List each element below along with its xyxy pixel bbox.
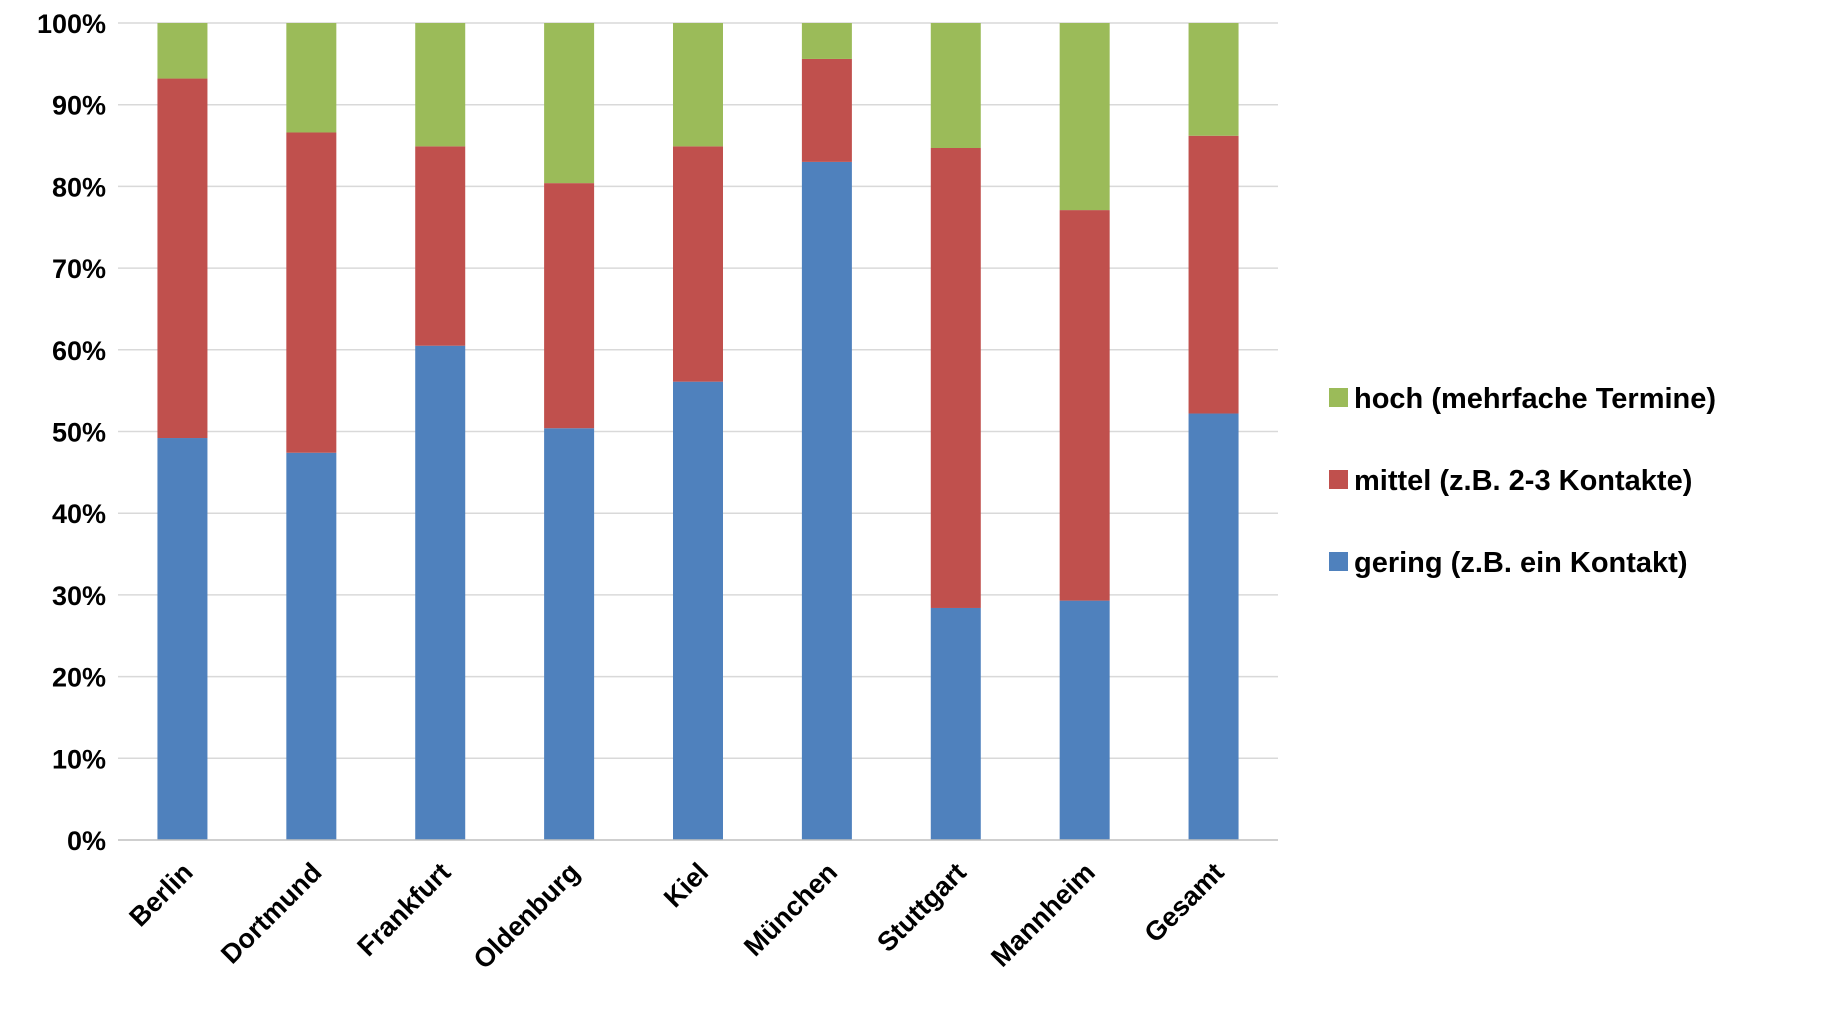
bar-segment-gering (544, 428, 595, 840)
y-tick-label: 10% (52, 744, 106, 774)
x-category-label: Gesamt (1139, 857, 1230, 948)
bar-segment-hoch (801, 23, 852, 59)
x-category-label: Oldenburg (468, 857, 586, 975)
legend-swatch (1329, 388, 1348, 407)
y-axis-tick-labels: 0% 10% 20% 30% 40% 50% 60% 70% 80% 90% 100% (37, 9, 106, 856)
bar-segment-mittel (286, 132, 337, 453)
bar-segment-gering (930, 607, 981, 840)
y-tick-label: 90% (52, 91, 106, 121)
legend: hoch (mehrfache Termine) mittel (z.B. 2-3… (1329, 383, 1716, 579)
y-tick-label: 20% (52, 663, 106, 693)
x-category-label: Mannheim (985, 857, 1101, 973)
bar-segment-hoch (1188, 23, 1239, 136)
bar-segment-gering (1059, 600, 1110, 840)
bar-segment-hoch (673, 23, 723, 147)
x-category-label: Berlin (123, 857, 198, 932)
bar-segment-hoch (286, 23, 337, 133)
bar-segment-mittel (673, 146, 723, 382)
y-tick-label: 100% (37, 9, 106, 39)
bar-segment-gering (1188, 413, 1239, 840)
x-category-label: München (738, 857, 843, 962)
x-category-label: Frankfurt (351, 857, 456, 962)
bar-segment-hoch (930, 23, 981, 149)
bar-segment-gering (157, 438, 208, 840)
x-category-label: Stuttgart (871, 857, 972, 958)
x-axis-category-labels: Berlin Dortmund Frankfurt Oldenburg Kiel Münc… (123, 857, 1229, 975)
y-tick-label: 50% (52, 418, 106, 448)
bar-segment-mittel (157, 78, 208, 439)
bars (157, 23, 1239, 840)
x-category-label: Kiel (658, 857, 714, 913)
bar-segment-mittel (1059, 210, 1110, 601)
bar-segment-gering (286, 452, 337, 840)
bar-segment-hoch (544, 23, 595, 184)
legend-swatch (1329, 552, 1348, 571)
bar-segment-hoch (415, 23, 466, 147)
y-tick-label: 70% (52, 254, 106, 284)
legend-swatch (1329, 470, 1348, 489)
y-tick-label: 80% (52, 172, 106, 202)
bar-segment-gering (415, 345, 466, 840)
y-tick-label: 60% (52, 336, 106, 366)
y-tick-label: 40% (52, 499, 106, 529)
bar-segment-gering (801, 161, 852, 840)
legend-label: gering (z.B. ein Kontakt) (1354, 547, 1688, 579)
bar-segment-mittel (415, 146, 466, 346)
bar-segment-mittel (801, 58, 852, 162)
y-tick-label: 30% (52, 581, 106, 611)
bar-segment-hoch (1059, 23, 1110, 211)
bar-segment-gering (673, 381, 723, 840)
bar-segment-mittel (544, 183, 595, 429)
legend-label: mittel (z.B. 2-3 Kontakte) (1354, 465, 1692, 497)
x-category-label: Dortmund (215, 857, 327, 969)
bar-segment-mittel (1188, 135, 1239, 414)
legend-label: hoch (mehrfache Termine) (1354, 383, 1716, 415)
y-tick-label: 0% (67, 826, 106, 856)
bar-segment-hoch (157, 23, 208, 79)
bar-segment-mittel (930, 148, 981, 608)
